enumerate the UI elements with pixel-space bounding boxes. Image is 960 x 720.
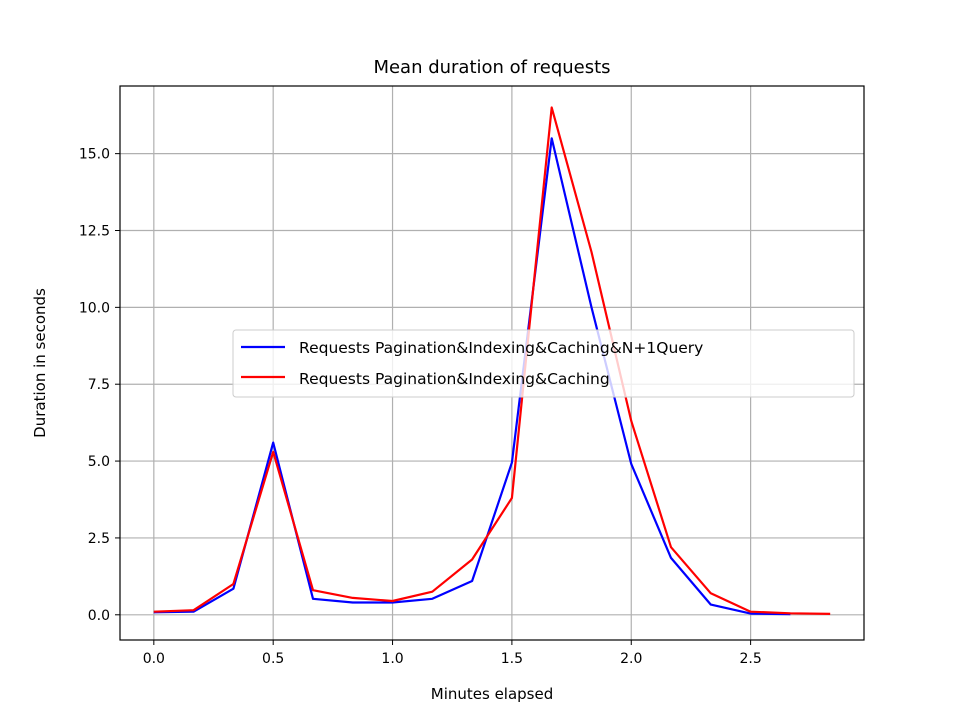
legend: Requests Pagination&Indexing&Caching&N+1… xyxy=(232,329,855,398)
series-line-2 xyxy=(153,106,831,615)
legend-box xyxy=(232,329,855,398)
legend-label-series-1: Requests Pagination&Indexing&Caching&N+1… xyxy=(299,339,703,357)
x-tick-label: 1.0 xyxy=(381,651,403,667)
x-tick-label: 0.5 xyxy=(262,651,284,667)
plot-series xyxy=(153,106,831,616)
y-axis-label: Duration in seconds xyxy=(31,288,49,438)
y-tick-label: 15.0 xyxy=(79,147,110,163)
y-tick-label: 5.0 xyxy=(88,454,110,470)
y-tick-label: 7.5 xyxy=(88,377,110,393)
x-tick-label: 0.0 xyxy=(143,651,165,667)
plot-area-frame xyxy=(119,85,865,641)
chart-title: Mean duration of requests xyxy=(373,57,610,78)
x-axis-label: Minutes elapsed xyxy=(431,685,554,703)
x-tick-label: 2.5 xyxy=(739,651,761,667)
y-tick-label: 10.0 xyxy=(79,300,110,316)
y-tick-label: 2.5 xyxy=(88,531,110,547)
x-tick-label: 1.5 xyxy=(501,651,523,667)
y-axis: 0.0 2.5 5.0 7.5 10.0 12.5 15.0 xyxy=(79,147,120,624)
series-line-1 xyxy=(153,137,791,616)
x-tick-label: 2.0 xyxy=(620,651,642,667)
y-tick-label: 0.0 xyxy=(88,608,110,624)
y-tick-label: 12.5 xyxy=(79,223,110,239)
legend-label-series-2: Requests Pagination&Indexing&Caching xyxy=(299,370,610,388)
x-axis: 0.0 0.5 1.0 1.5 2.0 2.5 xyxy=(143,640,762,667)
